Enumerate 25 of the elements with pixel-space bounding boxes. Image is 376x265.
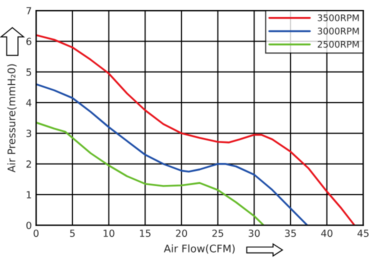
x-tick-label: 40 <box>321 230 332 237</box>
x-tick-label: 15 <box>140 230 150 237</box>
y-tick-label: 5 <box>26 68 32 76</box>
x-tick-label: 10 <box>104 230 114 237</box>
x-tick-label: 20 <box>176 230 188 237</box>
line-series <box>36 122 265 226</box>
x-axis-title: Air Flow(CFM) <box>164 244 235 254</box>
x-tick-label: 30 <box>248 230 260 237</box>
y-axis-title: Air Pressure(mmH₂0) <box>7 64 17 172</box>
x-tick-label: 25 <box>212 230 224 237</box>
legend-label: 3000RPM <box>318 28 359 34</box>
y-tick-label: 6 <box>26 38 32 46</box>
y-tick-label: 3 <box>26 130 32 138</box>
line-series <box>36 83 308 226</box>
x-tick-label: 45 <box>358 230 369 237</box>
y-tick-label: 4 <box>26 99 32 106</box>
y-tick-label: 0 <box>26 222 32 230</box>
y-tick-label: 1 <box>26 191 32 198</box>
legend-label: 3500RPM <box>318 14 359 22</box>
y-tick-label: 7 <box>26 7 32 14</box>
x-tick-label: 5 <box>70 230 75 237</box>
x-tick-label: 35 <box>285 230 296 237</box>
legend-label: 2500RPM <box>318 40 359 48</box>
y-tick-label: 2 <box>26 160 31 168</box>
x-tick-label: 0 <box>34 230 39 237</box>
